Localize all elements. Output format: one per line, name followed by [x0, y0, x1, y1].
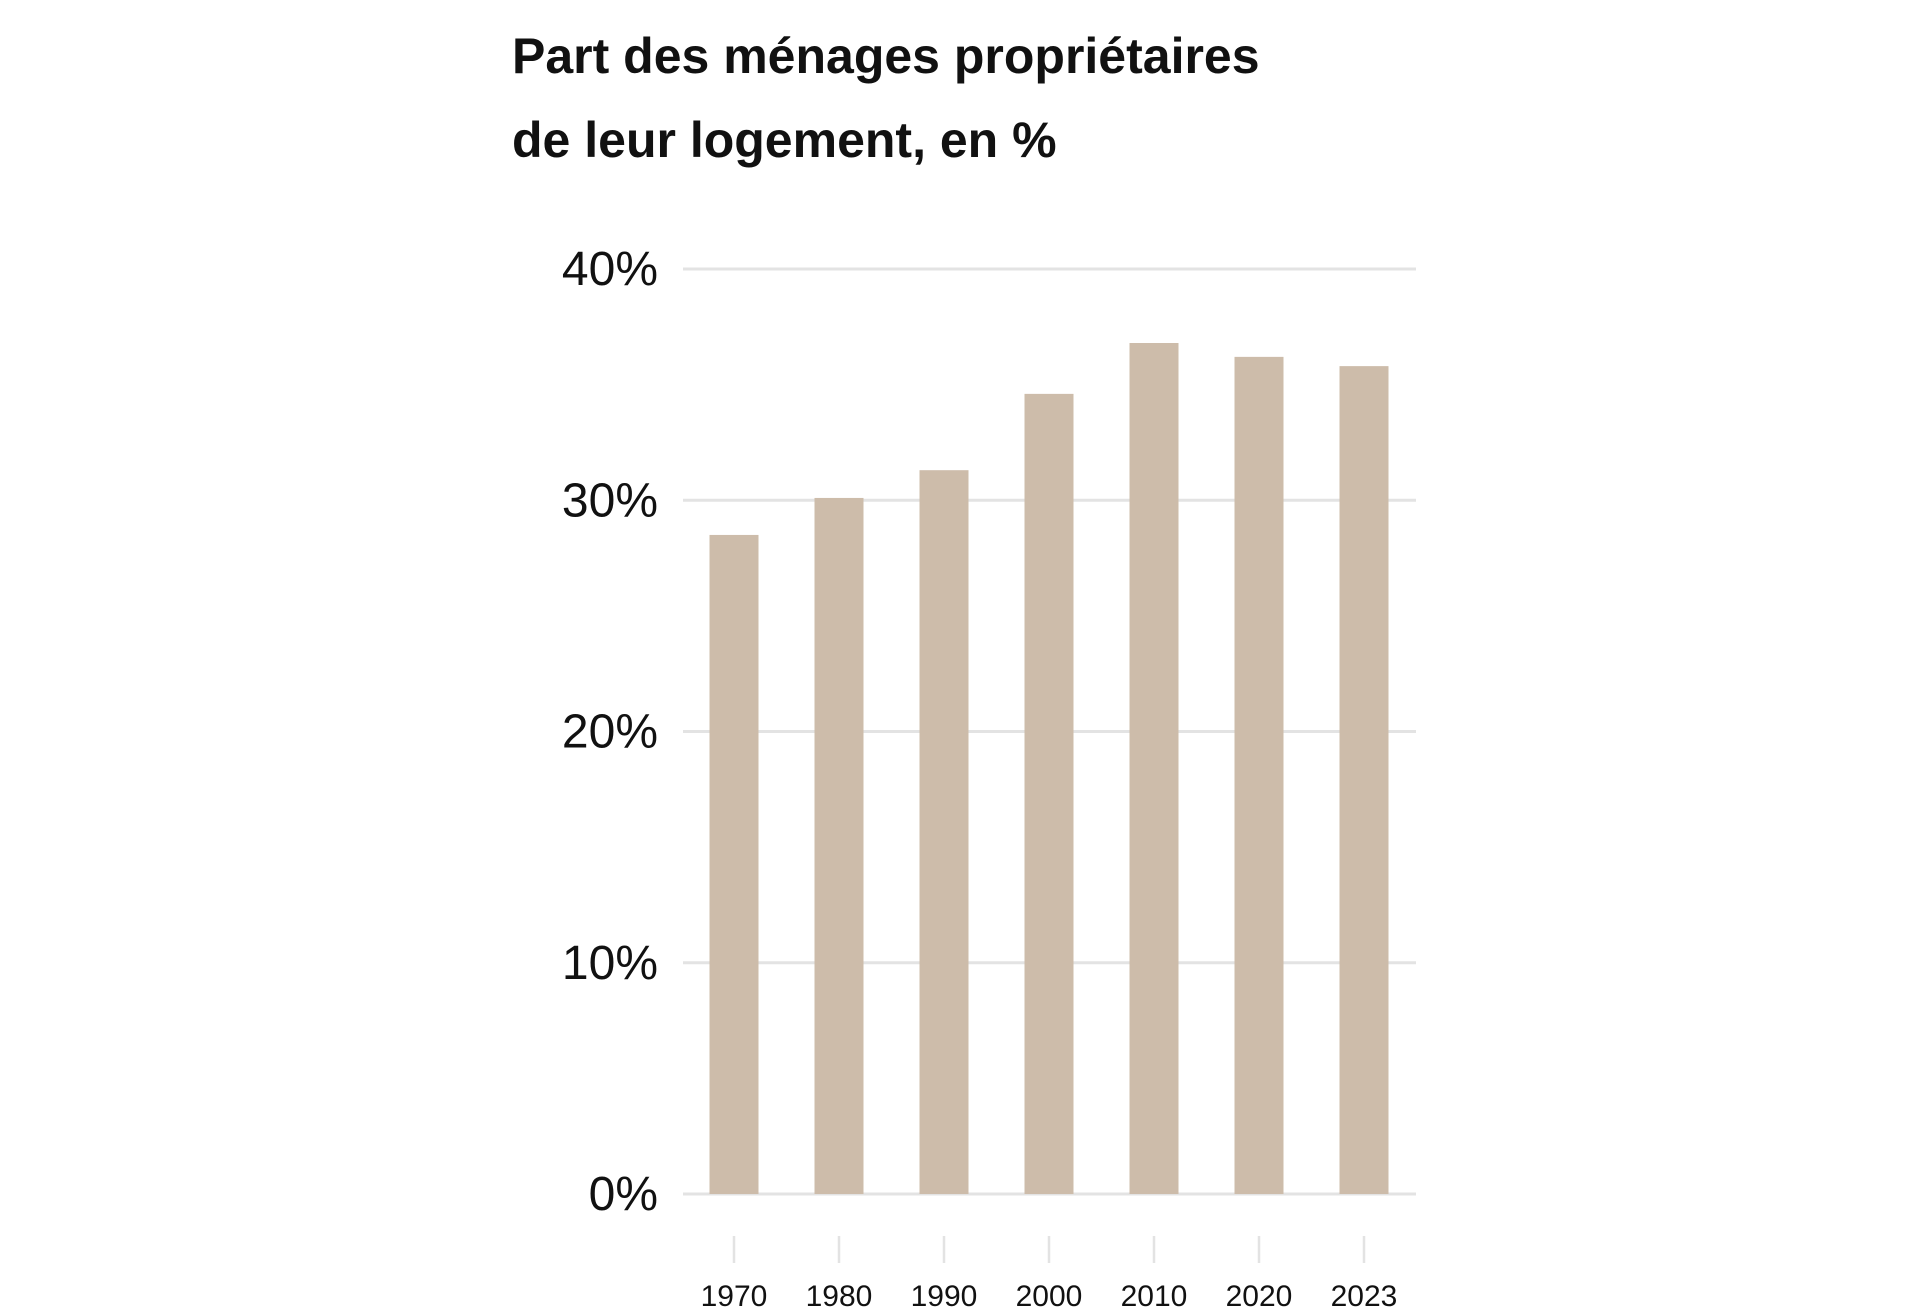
- y-axis-labels: 0% 10% 20% 30% 40%: [562, 243, 658, 1221]
- x-tick-label: 1970: [701, 1280, 768, 1313]
- bar-1970: [709, 534, 759, 1194]
- bar-2020: [1234, 356, 1284, 1194]
- x-tick-label: 2020: [1226, 1280, 1293, 1313]
- x-axis-ticks: [732, 1236, 1366, 1263]
- x-tick-label: 1980: [806, 1280, 873, 1313]
- x-tick-label: 2000: [1016, 1280, 1083, 1313]
- x-tick-label: 2010: [1121, 1280, 1188, 1313]
- chart-title-line-2: de leur logement, en %: [512, 112, 1057, 168]
- bar-2023: [1339, 366, 1389, 1194]
- bar-1980: [814, 497, 864, 1194]
- bar-1990: [919, 470, 969, 1194]
- y-tick-label: 30%: [562, 474, 658, 527]
- y-tick-label: 20%: [562, 706, 658, 759]
- y-tick-label: 40%: [562, 243, 658, 296]
- y-tick-label: 0%: [589, 1168, 658, 1221]
- y-tick-label: 10%: [562, 937, 658, 990]
- bar-2010: [1129, 343, 1179, 1194]
- x-tick-label: 2023: [1331, 1280, 1398, 1313]
- bars: [709, 343, 1389, 1194]
- chart-title-line-1: Part des ménages propriétaires: [512, 28, 1260, 84]
- bar-2000: [1024, 393, 1074, 1194]
- x-tick-label: 1990: [911, 1280, 978, 1313]
- x-axis-labels: 1970 1980 1990 2000 2010 2020 2023: [701, 1280, 1398, 1313]
- chart-title: Part des ménages propriétaires de leur l…: [512, 14, 1412, 182]
